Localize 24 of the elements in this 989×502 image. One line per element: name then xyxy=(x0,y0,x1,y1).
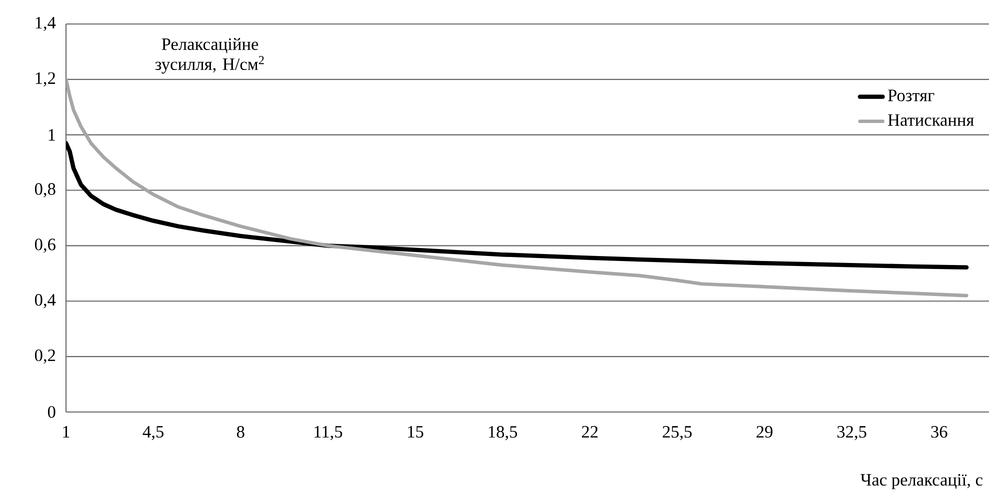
y-tick-label: 1 xyxy=(48,129,55,141)
x-tick-label: 4,5 xyxy=(142,426,164,440)
x-axis-title: Час релаксації, с xyxy=(860,474,982,490)
x-tick-label: 36 xyxy=(931,426,948,438)
legend-label: Натискання xyxy=(888,114,974,126)
x-tick-label: 25,5 xyxy=(662,426,692,440)
y-tick-label: 0,8 xyxy=(34,183,56,198)
line-series xyxy=(66,141,969,270)
legend-label: Розтяг xyxy=(888,90,934,102)
x-tick-label: 8 xyxy=(236,426,244,438)
x-tick-label: 18,5 xyxy=(488,426,518,440)
x-tick-label: 22 xyxy=(582,426,598,438)
y-tick-label: 1,4 xyxy=(36,16,56,32)
x-tick-label: 15 xyxy=(408,426,424,438)
y-tick-label: 1,2 xyxy=(36,72,56,86)
y-axis-title: Релаксаційне зусилля, Н/см$^{2}$ xyxy=(155,38,264,74)
y-tick-label: 0,6 xyxy=(34,238,56,253)
x-tick-label: 29 xyxy=(756,426,772,438)
x-tick-label: 32,5 xyxy=(837,426,866,440)
y-tick-label: 0 xyxy=(48,406,56,418)
y-tick-label: 0,2 xyxy=(34,349,56,364)
y-tick-label: 0,4 xyxy=(34,294,56,308)
x-tick-label: 1 xyxy=(63,426,70,438)
x-tick-label: 11,5 xyxy=(314,426,342,440)
